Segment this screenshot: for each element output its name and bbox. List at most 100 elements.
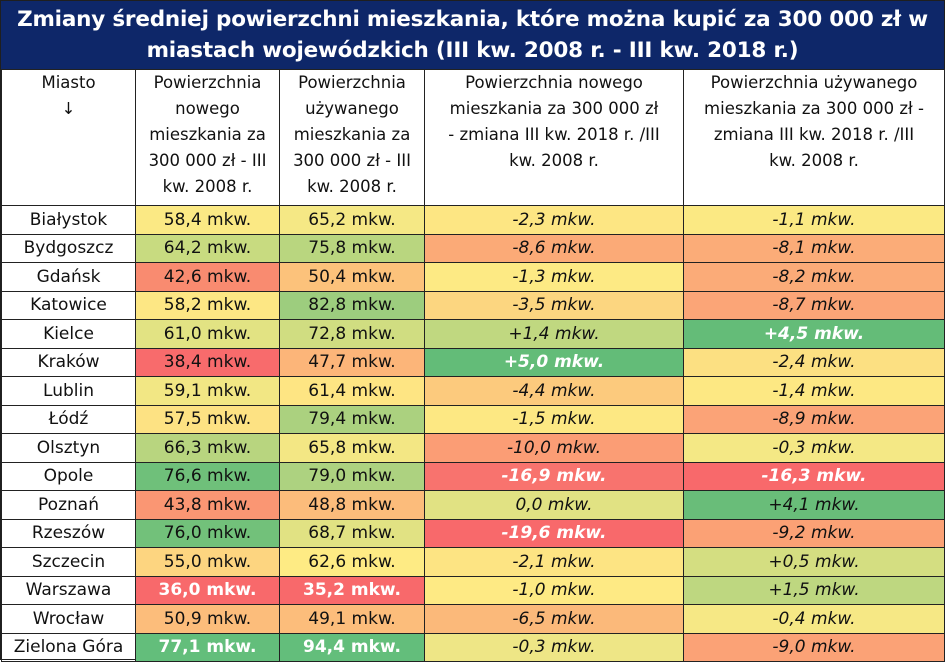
table-row: Poznań 43,8 mkw. 48,8 mkw. 0,0 mkw. +4,1 mkw…: [1, 490, 945, 520]
cell-used-change: -8,1 mkw.: [683, 233, 945, 263]
cell-city: Warszawa: [1, 575, 136, 605]
cell-new-change: +1,4 mkw.: [424, 319, 684, 349]
table-row: Rzeszów 76,0 mkw. 68,7 mkw. -19,6 mkw. -9,2 …: [1, 518, 945, 548]
cell-new-change: -3,5 mkw.: [424, 290, 684, 320]
cell-new-change: -8,6 mkw.: [424, 233, 684, 263]
cell-used-2008: 65,8 mkw.: [279, 433, 425, 463]
cell-used-change: +4,1 mkw.: [683, 490, 945, 520]
cell-new-2008: 55,0 mkw.: [135, 547, 280, 577]
cell-city: Bydgoszcz: [1, 233, 136, 263]
cell-used-change: -1,4 mkw.: [683, 376, 945, 406]
cell-city: Lublin: [1, 376, 136, 406]
cell-new-2008: 58,4 mkw.: [135, 205, 280, 235]
table-row: Warszawa 36,0 mkw. 35,2 mkw. -1,0 mkw. +1,5 …: [1, 575, 945, 605]
table-row: Łódź 57,5 mkw. 79,4 mkw. -1,5 mkw. -8,9 mkw.: [1, 404, 945, 434]
cell-new-change: -4,4 mkw.: [424, 376, 684, 406]
cell-used-2008: 48,8 mkw.: [279, 490, 425, 520]
cell-new-2008: 42,6 mkw.: [135, 262, 280, 292]
cell-new-2008: 57,5 mkw.: [135, 404, 280, 434]
table-row: Bydgoszcz 64,2 mkw. 75,8 mkw. -8,6 mkw. -8,1…: [1, 233, 945, 263]
table-row: Opole 76,6 mkw. 79,0 mkw. -16,9 mkw. -16,3 m…: [1, 461, 945, 491]
cell-used-change: -0,4 mkw.: [683, 604, 945, 634]
cell-new-2008: 38,4 mkw.: [135, 347, 280, 377]
title-line-2: miastach wojewódzkich (III kw. 2008 r. -…: [146, 38, 799, 63]
header-row: Miasto ↓ Powierzchnia nowego mieszkania …: [1, 69, 945, 206]
cell-city: Białystok: [1, 205, 136, 235]
cell-used-change: -9,0 mkw.: [683, 632, 945, 662]
cell-new-change: -0,3 mkw.: [424, 632, 684, 662]
cell-new-2008: 76,6 mkw.: [135, 461, 280, 491]
table-row: Kielce 61,0 mkw. 72,8 mkw. +1,4 mkw. +4,5 mk…: [1, 319, 945, 349]
header-used-change: Powierzchnia używanego mieszkania za 300…: [683, 69, 945, 206]
header-used-2008: Powierzchnia używanego mieszkania za 300…: [279, 69, 425, 206]
cell-used-2008: 79,0 mkw.: [279, 461, 425, 491]
cell-used-2008: 94,4 mkw.: [279, 632, 425, 662]
cell-used-change: -8,9 mkw.: [683, 404, 945, 434]
cell-new-2008: 66,3 mkw.: [135, 433, 280, 463]
header-new-change: Powierzchnia nowego mieszkania za 300 00…: [424, 69, 684, 206]
table-row: Gdańsk 42,6 mkw. 50,4 mkw. -1,3 mkw. -8,2 mk…: [1, 262, 945, 292]
cell-used-change: +4,5 mkw.: [683, 319, 945, 349]
cell-city: Kielce: [1, 319, 136, 349]
table-row: Olsztyn 66,3 mkw. 65,8 mkw. -10,0 mkw. -0,3 …: [1, 433, 945, 463]
table-row: Szczecin 55,0 mkw. 62,6 mkw. -2,1 mkw. +0,5 …: [1, 547, 945, 577]
header-new-2008: Powierzchnia nowego mieszkania za 300 00…: [135, 69, 280, 206]
cell-new-2008: 77,1 mkw.: [135, 632, 280, 662]
cell-used-2008: 82,8 mkw.: [279, 290, 425, 320]
sort-arrow-icon: ↓: [61, 99, 76, 118]
table-row: Wrocław 50,9 mkw. 49,1 mkw. -6,5 mkw. -0,4 m…: [1, 604, 945, 634]
cell-new-2008: 36,0 mkw.: [135, 575, 280, 605]
cell-used-change: -0,3 mkw.: [683, 433, 945, 463]
cell-new-2008: 61,0 mkw.: [135, 319, 280, 349]
cell-city: Olsztyn: [1, 433, 136, 463]
data-table: Miasto ↓ Powierzchnia nowego mieszkania …: [1, 69, 945, 662]
cell-new-change: +5,0 mkw.: [424, 347, 684, 377]
cell-city: Poznań: [1, 490, 136, 520]
cell-used-2008: 47,7 mkw.: [279, 347, 425, 377]
cell-used-change: +1,5 mkw.: [683, 575, 945, 605]
cell-city: Katowice: [1, 290, 136, 320]
cell-new-change: -6,5 mkw.: [424, 604, 684, 634]
cell-used-2008: 50,4 mkw.: [279, 262, 425, 292]
cell-new-change: -2,3 mkw.: [424, 205, 684, 235]
cell-used-2008: 75,8 mkw.: [279, 233, 425, 263]
cell-used-change: -8,7 mkw.: [683, 290, 945, 320]
cell-used-2008: 61,4 mkw.: [279, 376, 425, 406]
cell-new-2008: 58,2 mkw.: [135, 290, 280, 320]
cell-new-change: -19,6 mkw.: [424, 518, 684, 548]
cell-used-change: -1,1 mkw.: [683, 205, 945, 235]
cell-new-change: -2,1 mkw.: [424, 547, 684, 577]
table-row: Kraków 38,4 mkw. 47,7 mkw. +5,0 mkw. -2,4 mk…: [1, 347, 945, 377]
cell-new-change: -16,9 mkw.: [424, 461, 684, 491]
cell-city: Kraków: [1, 347, 136, 377]
cell-city: Szczecin: [1, 547, 136, 577]
cell-new-2008: 59,1 mkw.: [135, 376, 280, 406]
cell-used-change: +0,5 mkw.: [683, 547, 945, 577]
cell-new-change: -1,5 mkw.: [424, 404, 684, 434]
cell-used-2008: 49,1 mkw.: [279, 604, 425, 634]
header-city-label: Miasto: [41, 73, 96, 92]
cell-new-2008: 43,8 mkw.: [135, 490, 280, 520]
cell-city: Rzeszów: [1, 518, 136, 548]
cell-used-change: -8,2 mkw.: [683, 262, 945, 292]
table-row: Białystok 58,4 mkw. 65,2 mkw. -2,3 mkw. -1,1…: [1, 205, 945, 235]
cell-used-change: -2,4 mkw.: [683, 347, 945, 377]
cell-city: Opole: [1, 461, 136, 491]
cell-used-2008: 35,2 mkw.: [279, 575, 425, 605]
cell-used-2008: 62,6 mkw.: [279, 547, 425, 577]
cell-used-change: -16,3 mkw.: [683, 461, 945, 491]
cell-city: Wrocław: [1, 604, 136, 634]
cell-city: Łódź: [1, 404, 136, 434]
table-title: Zmiany średniej powierzchni mieszkania, …: [1, 1, 944, 69]
cell-new-change: -1,0 mkw.: [424, 575, 684, 605]
table-row: Zielona Góra 77,1 mkw. 94,4 mkw. -0,3 mkw. -…: [1, 632, 945, 662]
header-city: Miasto ↓: [1, 69, 136, 206]
cell-new-change: 0,0 mkw.: [424, 490, 684, 520]
cell-new-change: -10,0 mkw.: [424, 433, 684, 463]
cell-city: Gdańsk: [1, 262, 136, 292]
cell-new-2008: 64,2 mkw.: [135, 233, 280, 263]
cell-new-2008: 50,9 mkw.: [135, 604, 280, 634]
cell-used-2008: 79,4 mkw.: [279, 404, 425, 434]
cell-new-2008: 76,0 mkw.: [135, 518, 280, 548]
